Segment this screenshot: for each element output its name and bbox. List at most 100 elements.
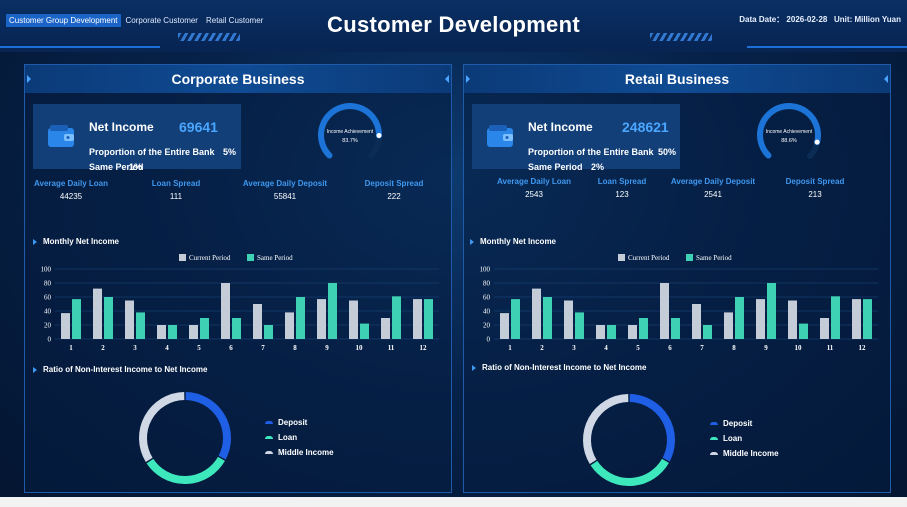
legend-item-middle-income[interactable]: Middle Income (710, 449, 779, 458)
metric-label: Average Daily Loan (497, 177, 571, 186)
same-period-label: Same Period (528, 162, 583, 172)
x-tick-label: 9 (764, 344, 768, 352)
tab-retail-customer[interactable]: Retail Customer (205, 16, 264, 25)
metric-value: 2541 (704, 190, 722, 199)
legend-label: Deposit (278, 418, 308, 427)
bar (575, 312, 584, 339)
legend-label: Loan (278, 433, 298, 442)
proportion-value: 5% (223, 147, 237, 157)
donut-slice (629, 394, 675, 462)
metric-value: 213 (808, 190, 822, 199)
bar (93, 288, 102, 339)
x-tick-label: 10 (795, 344, 803, 352)
panel-header: Corporate Business (25, 65, 451, 93)
donut-slice (139, 392, 185, 462)
date-value: 2026-02-28 (786, 15, 828, 24)
caret-left-icon (27, 75, 31, 83)
bar (360, 323, 369, 339)
metric-average-daily-deposit: Average Daily Deposit 2541 (660, 177, 766, 199)
x-tick-label: 11 (388, 344, 395, 352)
legend-item-loan[interactable]: Loan (710, 434, 779, 443)
header-line-right (747, 46, 907, 48)
middle-income-swatch-icon (265, 451, 273, 454)
x-tick-label: 12 (859, 344, 867, 352)
bar (564, 300, 573, 339)
unit-label: Unit: (834, 15, 853, 24)
legend-swatch (247, 254, 254, 261)
bar (104, 297, 113, 339)
arrow-right-icon (33, 238, 37, 245)
section-title-text: Ratio of Non-Interest Income to Net Inco… (482, 363, 647, 372)
x-tick-label: 1 (508, 344, 512, 352)
metric-loan-spread: Loan Spread 123 (582, 177, 662, 199)
net-income-label: Net Income (528, 120, 593, 134)
y-tick-label: 100 (41, 266, 52, 274)
metric-label: Average Daily Deposit (670, 177, 756, 186)
caret-left-icon (466, 75, 470, 83)
income-achievement-gauge: Income Achievement 88.6% (757, 103, 821, 159)
donut-legend: Deposit Loan Middle Income (265, 418, 334, 463)
legend-item-middle-income[interactable]: Middle Income (265, 448, 334, 457)
date-unit-info: Data Date： 2026-02-28 Unit: Million Yuan (739, 14, 901, 25)
metric-value: 123 (615, 190, 629, 199)
panel-header: Retail Business (464, 65, 890, 93)
bar (253, 304, 262, 339)
x-tick-label: 11 (827, 344, 834, 352)
legend-label: Deposit (723, 419, 753, 428)
x-tick-label: 1 (69, 344, 73, 352)
proportion-label: Proportion of the Entire Bank (528, 147, 654, 157)
net-income-card: Net Income 248621 Proportion of the Enti… (472, 104, 680, 172)
proportion-label: Proportion of the Entire Bank (89, 147, 215, 157)
top-nav: Customer Group Development Corporate Cus… (6, 14, 266, 27)
y-tick-label: 0 (487, 336, 491, 344)
bar (724, 312, 733, 339)
x-tick-label: 6 (229, 344, 233, 352)
bar (735, 297, 744, 339)
metric-value: 55841 (273, 192, 297, 201)
gauge-value: 88.6% (781, 138, 797, 144)
legend-item-loan[interactable]: Loan (265, 433, 334, 442)
loan-swatch-icon (710, 437, 718, 440)
bar (125, 300, 134, 339)
legend-label: Same Period (257, 254, 293, 262)
unit-value: Million Yuan (854, 15, 901, 24)
legend-item-deposit[interactable]: Deposit (710, 419, 779, 428)
legend-item-deposit[interactable]: Deposit (265, 418, 334, 427)
metric-label: Average Daily Deposit (242, 179, 328, 188)
x-tick-label: 7 (700, 344, 704, 352)
x-tick-label: 9 (325, 344, 329, 352)
section-title-text: Monthly Net Income (480, 237, 557, 246)
metrics-row: Average Daily Loan 44235 Loan Spread 111… (25, 179, 451, 209)
metric-value: 222 (387, 192, 401, 201)
metric-label: Loan Spread (151, 179, 201, 188)
y-tick-label: 80 (483, 280, 491, 288)
net-income-label: Net Income (89, 120, 154, 134)
legend-label: Same Period (696, 254, 732, 262)
ratio-title: Ratio of Non-Interest Income to Net Inco… (472, 363, 646, 372)
bar (317, 299, 326, 339)
same-period-value: 2% (591, 162, 605, 172)
deposit-swatch-icon (265, 421, 273, 424)
donut-legend: Deposit Loan Middle Income (710, 419, 779, 464)
bar (392, 296, 401, 339)
bar (671, 318, 680, 339)
net-income-value: 248621 (622, 119, 669, 135)
monthly-net-income-title: Monthly Net Income (33, 237, 119, 246)
tab-customer-group-development[interactable]: Customer Group Development (6, 14, 121, 27)
donut-slice (583, 394, 629, 464)
gauge-end-dot (376, 133, 382, 139)
panel-title: Corporate Business (171, 71, 305, 87)
bar (168, 325, 177, 339)
x-tick-label: 2 (540, 344, 544, 352)
bar (863, 299, 872, 339)
tab-corporate-customer[interactable]: Corporate Customer (125, 16, 198, 25)
retail-business-panel: Retail Business Net Income 248621 Propor… (463, 64, 891, 493)
x-tick-label: 12 (420, 344, 428, 352)
bar (820, 318, 829, 339)
y-tick-label: 100 (480, 266, 491, 274)
y-tick-label: 0 (48, 336, 52, 344)
legend-swatch (618, 254, 625, 261)
metric-average-daily-loan: Average Daily Loan 44235 (25, 179, 117, 201)
